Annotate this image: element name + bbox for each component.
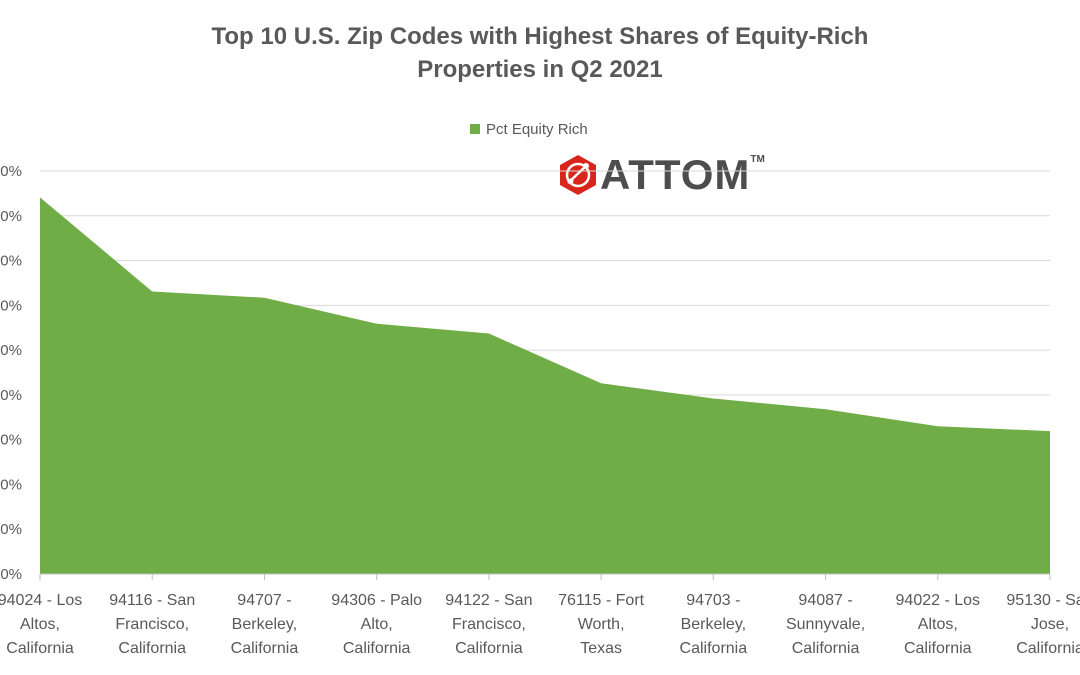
chart-title-line-2: Properties in Q2 2021	[417, 56, 663, 83]
x-tick-label-line: Sunnyvale,	[786, 616, 865, 633]
attom-logo-text: ATTOM	[600, 151, 751, 198]
y-tick-label-40: 40%	[0, 387, 22, 404]
x-tick-label-0: 94024 - Los Altos, California	[0, 592, 82, 657]
x-tick-label-line: 95130 - San	[1006, 592, 1080, 609]
x-tick-label-line: 94122 - San	[445, 592, 532, 609]
x-tick-label-8: 94022 - Los Altos, California	[896, 592, 981, 657]
x-tick-label-line: Berkeley,	[681, 616, 747, 633]
attom-logo-tm: TM	[750, 154, 765, 165]
x-tick-label-line: Texas	[580, 640, 622, 657]
y-tick-label-60: 60%	[0, 297, 22, 314]
x-tick-label-9: 95130 - San Jose, California	[1006, 592, 1080, 657]
legend-swatch	[470, 124, 480, 134]
y-tick-label-0: 0%	[0, 566, 22, 583]
x-axis-labels: 94024 - Los Altos, California 94116 - San Fr…	[0, 592, 1080, 657]
x-tick-label-line: 94022 - Los	[896, 592, 981, 609]
x-tick-label-line: Francisco,	[452, 616, 526, 633]
legend-label: Pct Equity Rich	[486, 120, 588, 138]
y-tick-label-90: 90%	[0, 163, 22, 180]
x-tick-label-line: California	[455, 640, 523, 657]
x-tick-label-5: 76115 - Fort Worth, Texas	[558, 592, 645, 657]
x-axis	[39, 573, 1051, 580]
x-tick-label-line: Altos,	[918, 616, 958, 633]
chart-title-line-1: Top 10 U.S. Zip Codes with Highest Share…	[211, 23, 869, 50]
x-tick-label-line: 94306 - Palo	[331, 592, 422, 609]
x-tick-label-line: 94703 -	[686, 592, 740, 609]
x-tick-label-4: 94122 - San Francisco, California	[445, 592, 532, 657]
x-tick-label-3: 94306 - Palo Alto, California	[331, 592, 422, 657]
chart-title: Top 10 U.S. Zip Codes with Highest Share…	[0, 20, 1080, 86]
x-tick-label-line: California	[118, 640, 186, 657]
y-axis-labels: 0% 10% 20% 30% 40% 50% 60% 70% 80% 90%	[0, 163, 22, 583]
x-tick-label-1: 94116 - San Francisco, California	[109, 592, 195, 657]
area-series	[39, 197, 1051, 574]
x-tick-label-line: 94116 - San	[109, 592, 195, 609]
attom-logo-icon	[560, 155, 596, 195]
x-tick-label-6: 94703 - Berkeley, California	[680, 592, 748, 657]
x-tick-label-line: Francisco,	[115, 616, 189, 633]
area-fill	[40, 197, 1050, 574]
x-tick-label-line: California	[904, 640, 972, 657]
x-tick-label-line: Alto,	[361, 616, 393, 633]
x-tick-label-2: 94707 - Berkeley, California	[231, 592, 299, 657]
x-tick-label-line: California	[231, 640, 299, 657]
x-tick-label-line: 94024 - Los	[0, 592, 82, 609]
legend: Pct Equity Rich	[470, 120, 588, 138]
y-tick-label-10: 10%	[0, 521, 22, 538]
x-tick-label-line: California	[680, 640, 748, 657]
x-tick-label-line: California	[343, 640, 411, 657]
x-tick-label-line: 94707 -	[237, 592, 291, 609]
x-tick-label-line: 94087 -	[798, 592, 852, 609]
y-tick-label-50: 50%	[0, 342, 22, 359]
y-tick-label-70: 70%	[0, 253, 22, 270]
x-tick-label-line: Altos,	[20, 616, 60, 633]
x-tick-label-line: California	[792, 640, 860, 657]
x-tick-label-line: California	[1016, 640, 1080, 657]
x-tick-label-line: Worth,	[578, 616, 625, 633]
x-tick-label-7: 94087 - Sunnyvale, California	[786, 592, 865, 657]
x-tick-label-line: Berkeley,	[232, 616, 298, 633]
y-tick-label-20: 20%	[0, 476, 22, 493]
y-tick-label-80: 80%	[0, 208, 22, 225]
attom-logo: ATTOM TM	[556, 152, 765, 198]
x-tick-label-line: Jose,	[1031, 616, 1069, 633]
x-tick-label-line: California	[6, 640, 74, 657]
y-tick-label-30: 30%	[0, 432, 22, 449]
x-tick-label-line: 76115 - Fort	[558, 592, 645, 609]
